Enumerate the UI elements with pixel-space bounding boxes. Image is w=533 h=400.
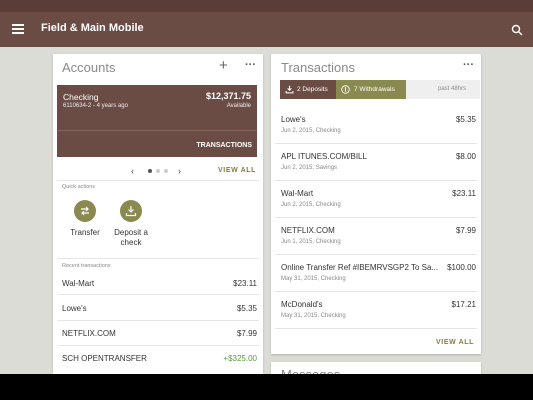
recent-name[interactable]: SCH OPENTRANSFER — [62, 354, 147, 363]
divider — [57, 320, 259, 321]
download-icon — [285, 85, 294, 94]
transaction-amount: $8.00 — [455, 152, 476, 161]
period-label: past 48hrs — [438, 86, 467, 92]
transfer-icon — [81, 206, 89, 216]
chevron-right-icon[interactable]: › — [178, 166, 181, 176]
recent-transactions-label: Recent transactions — [62, 263, 111, 269]
recent-amount: +$325.00 — [223, 354, 257, 363]
transfer-button[interactable] — [74, 200, 96, 222]
accounts-title: Accounts — [62, 60, 116, 75]
deposit-check-label[interactable]: Deposit a check — [114, 228, 148, 247]
recent-name[interactable]: NETFLIX.COM — [62, 329, 116, 338]
transaction-amount: $100.00 — [447, 263, 476, 272]
pager-dot-active — [148, 169, 152, 173]
transaction-date: Jun 2, 2015, Checking — [281, 202, 341, 208]
transfer-label[interactable]: Transfer — [70, 228, 100, 237]
account-number: 6110634-2 - 4 years ago — [63, 103, 128, 109]
recent-name[interactable]: Lowe's — [62, 304, 87, 313]
recent-amount: $23.11 — [233, 279, 257, 288]
transaction-date: May 31, 2015, Checking — [281, 276, 346, 282]
transactions-button[interactable]: TRANSACTIONS — [196, 142, 252, 149]
app-title: Field & Main Mobile — [41, 22, 144, 34]
divider — [275, 143, 477, 144]
transaction-date: Jun 1, 2015, Checking — [281, 239, 341, 245]
account-tile-checking[interactable]: Checking 6110634-2 - 4 years ago $12,371… — [57, 85, 257, 157]
available-label: Available — [226, 103, 251, 109]
transaction-name[interactable]: APL ITUNES.COM/BILL — [281, 152, 367, 161]
deposits-chip-label: 2 Deposits — [297, 86, 328, 93]
divider — [57, 345, 259, 346]
more-icon[interactable]: ··· — [245, 59, 256, 71]
transaction-date: May 31, 2015, Checking — [281, 313, 346, 319]
transaction-name[interactable]: Online Transfer Ref #IBEMRVSGP2 To Sa... — [281, 263, 439, 272]
chevron-left-icon[interactable]: ‹ — [131, 166, 134, 176]
divider — [275, 254, 477, 255]
recent-amount: $5.35 — [236, 304, 257, 313]
transactions-view-all[interactable]: VIEW ALL — [436, 339, 474, 346]
navigation-bar — [0, 374, 533, 400]
add-icon[interactable]: + — [219, 57, 228, 74]
divider — [57, 258, 259, 259]
withdrawals-chip-label: 7 Withdrawals — [354, 86, 395, 93]
deposit-icon — [125, 206, 137, 217]
app-bar: Field & Main Mobile — [0, 12, 533, 47]
transaction-date: Jun 2, 2015, Savings — [281, 165, 338, 171]
account-name: Checking — [63, 92, 99, 102]
menu-icon[interactable] — [12, 24, 24, 34]
transactions-filter-bar: 2 Deposits 7 Withdrawals past 48hrs — [280, 80, 480, 99]
divider — [275, 328, 477, 329]
transaction-amount: $17.21 — [451, 300, 476, 309]
transactions-card — [271, 54, 481, 354]
transaction-name[interactable]: Wal-Mart — [281, 189, 314, 198]
withdrawal-icon — [341, 85, 350, 94]
deposit-check-button[interactable] — [120, 200, 142, 222]
recent-amount: $7.99 — [236, 329, 257, 338]
transaction-amount: $5.35 — [455, 115, 476, 124]
quick-actions-label: Quick actions — [62, 184, 96, 190]
transaction-name[interactable]: Lowe's — [281, 115, 306, 124]
recent-name[interactable]: Wal-Mart — [62, 279, 95, 288]
transaction-amount: $23.11 — [452, 189, 476, 198]
divider — [275, 180, 477, 181]
account-pager: ‹ › — [125, 166, 185, 176]
divider — [275, 217, 477, 218]
accounts-view-all[interactable]: VIEW ALL — [218, 167, 256, 174]
transaction-amount: $7.99 — [455, 226, 476, 235]
more-icon[interactable]: ··· — [463, 59, 474, 71]
pager-dot — [156, 169, 160, 173]
divider — [57, 180, 259, 181]
transaction-name[interactable]: NETFLIX.COM — [281, 226, 335, 235]
transactions-title: Transactions — [281, 60, 355, 75]
transaction-name[interactable]: McDonald's — [281, 300, 323, 309]
withdrawals-chip[interactable]: 7 Withdrawals — [336, 80, 406, 99]
search-icon[interactable] — [511, 23, 523, 36]
divider — [57, 130, 257, 131]
account-balance: $12,371.75 — [205, 91, 251, 101]
status-bar — [0, 0, 533, 12]
transaction-date: Jun 2, 2015, Checking — [281, 128, 341, 134]
divider — [275, 291, 477, 292]
deposits-chip[interactable]: 2 Deposits — [280, 80, 336, 99]
divider — [57, 294, 259, 295]
pager-dot — [164, 169, 168, 173]
